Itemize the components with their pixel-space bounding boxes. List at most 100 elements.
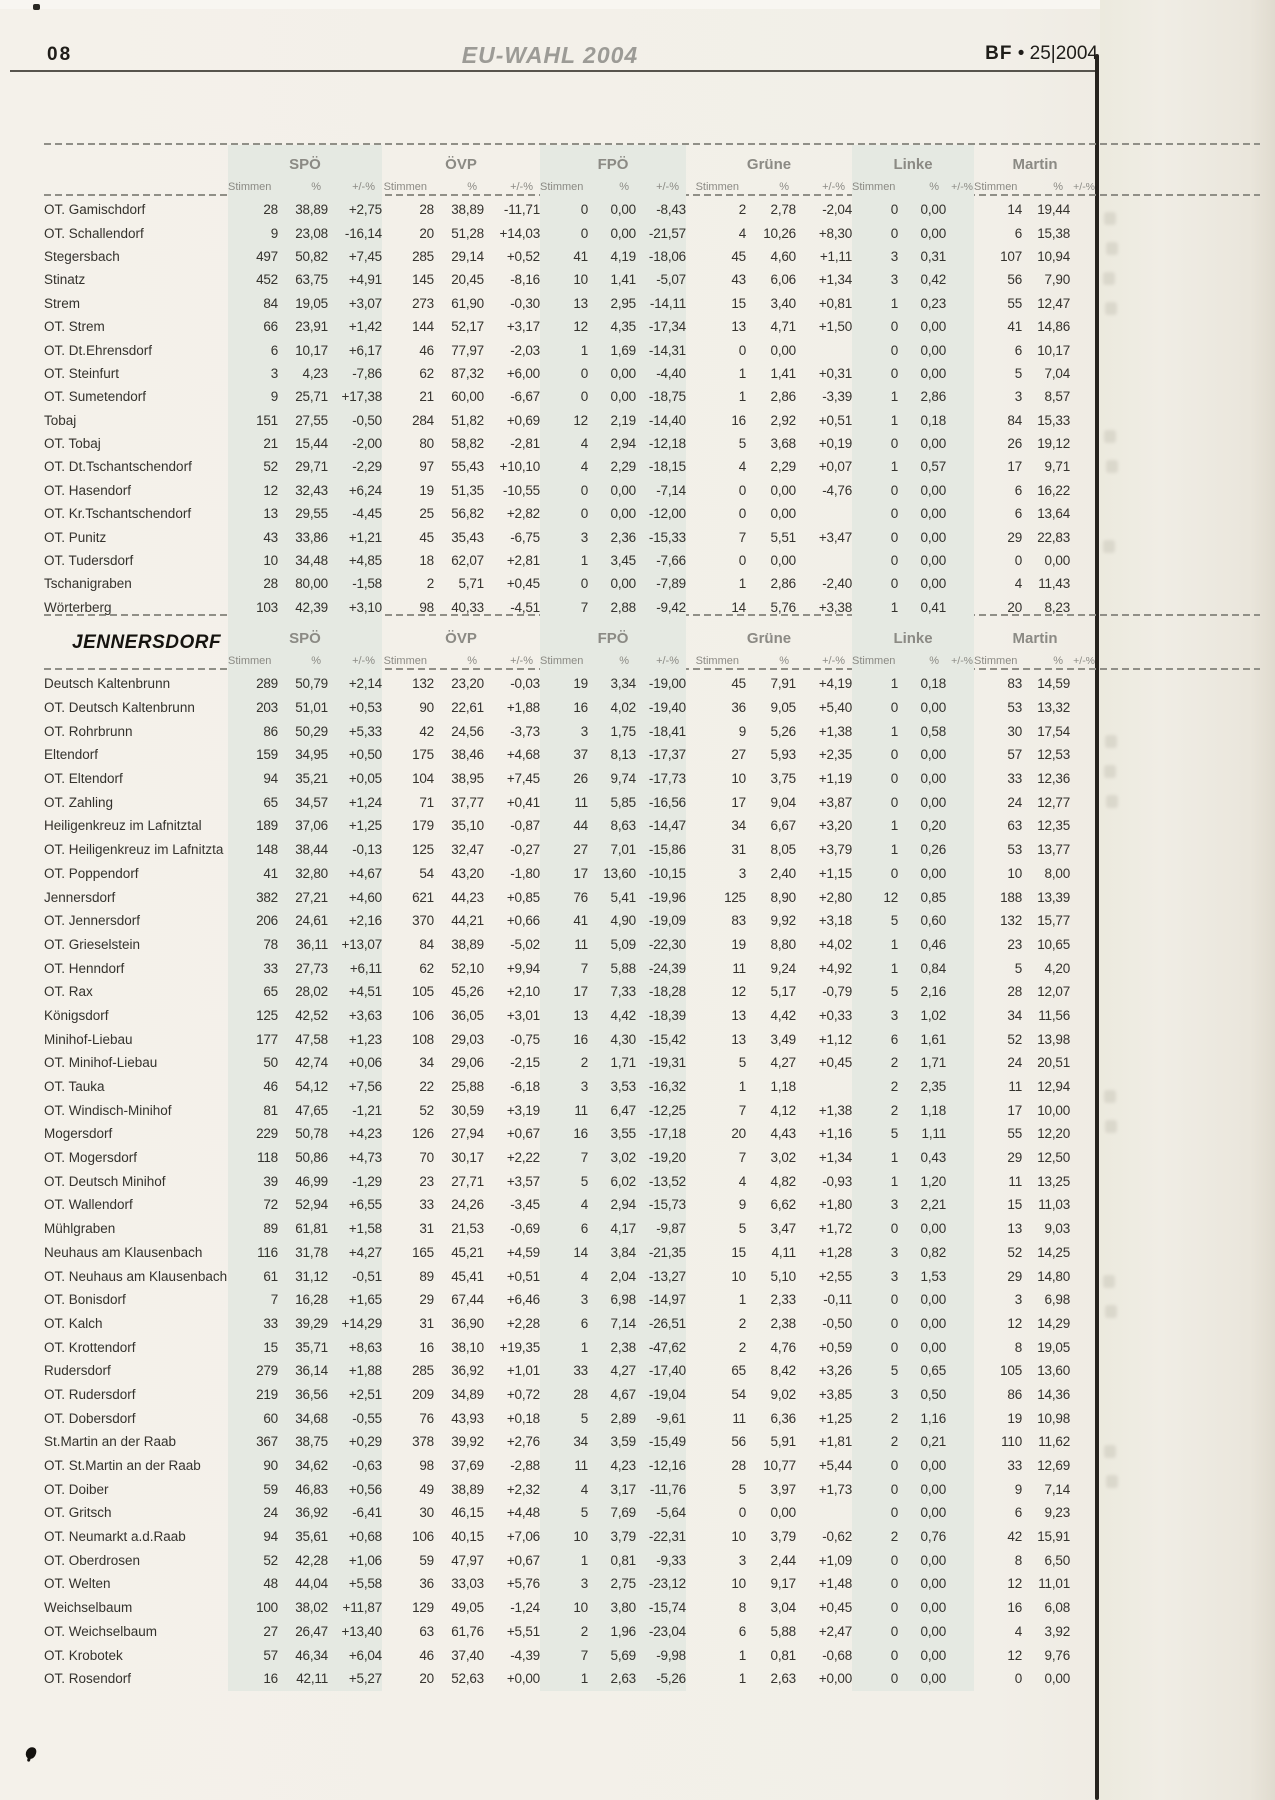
result-cell: 289 [256,676,278,692]
result-cell: 47,58 [295,1031,328,1047]
result-cell: -12,00 [648,506,686,522]
result-cell: 51,01 [295,700,328,716]
result-cell: 42,28 [295,1552,328,1568]
result-cell: +3,01 [506,1007,540,1023]
result-cell: 12 [573,319,588,335]
municipality-name: Weichselbaum [44,1600,133,1616]
table-row: Weichselbaum 100 38,02 +11,87 129 49,05 -1,24 1… [42,1596,1096,1620]
result-cell: 36,90 [451,1315,484,1331]
result-cell: 5,88 [770,1623,796,1639]
result-cell: 2,40 [770,865,796,881]
column-subheader: % [929,654,940,667]
result-cell: 61,90 [451,295,484,311]
result-cell: +2,82 [506,506,540,522]
result-cell: 44,23 [451,889,484,905]
result-cell: 284 [412,412,434,428]
result-cell: 1,18 [920,1102,947,1118]
result-cell: -9,98 [656,1647,686,1663]
municipality-name: Tschanigraben [44,576,132,592]
result-cell: 46,83 [295,1481,328,1497]
result-cell: 59 [419,1552,434,1568]
result-cell: 61 [263,1268,278,1284]
result-cell: 4,90 [610,913,636,929]
municipality-name: OT. Heiligenkreuz im Lafnitzta [44,842,224,858]
result-cell: 44,21 [451,913,484,929]
table-row: OT. Heiligenkreuz im Lafnitzta 148 38,44 -0… [42,838,1096,862]
bleedthrough-mark [1104,430,1116,443]
result-cell: 2 [890,1102,899,1118]
result-cell: 3 [890,1244,899,1260]
result-cell: -3,39 [822,389,853,405]
result-cell: 25 [419,506,434,522]
result-cell: 51,35 [451,482,484,498]
result-cell [1070,1241,1096,1265]
result-cell: 0 [890,1600,899,1616]
result-cell: 0 [890,1481,899,1497]
result-cell: -15,86 [648,842,686,858]
result-cell: +1,34 [818,1150,853,1166]
result-cell: 52 [1007,1244,1023,1260]
result-cell: 24,61 [295,913,328,929]
result-cell [946,1383,974,1407]
result-cell: 62,07 [451,553,484,569]
result-cell: 63 [1007,818,1023,834]
result-cell: +4,60 [348,889,382,905]
result-cell: +0,85 [506,889,540,905]
result-cell: 14 [731,599,746,615]
bleedthrough-mark [1104,765,1116,778]
result-cell: 5 [1014,365,1023,381]
result-cell: +0,50 [348,747,382,763]
result-cell [1070,221,1096,244]
result-cell: 12,50 [1037,1150,1071,1166]
result-cell: 2,44 [770,1552,796,1568]
result-cell: 0,00 [920,529,947,545]
municipality-name: OT. Steinfurt [44,365,120,381]
municipality-name: OT. Rosendorf [44,1671,132,1687]
result-cell: 3 [890,1007,899,1023]
result-cell [1070,956,1096,980]
result-cell: +4,02 [818,936,853,952]
municipality-name: OT. Rudersdorf [44,1386,136,1402]
result-cell: -0,62 [822,1529,853,1545]
result-cell: 2,78 [770,202,796,218]
result-cell: 52,94 [295,1197,328,1213]
result-cell: 219 [256,1386,278,1402]
dashed-separator [44,143,1260,145]
result-cell: 118 [257,1150,278,1166]
result-cell: 0 [890,529,899,545]
result-cell: +1,88 [506,700,540,716]
result-cell: 9,03 [1044,1221,1071,1237]
municipality-name: OT. Schallendorf [44,225,144,241]
result-cell: 10,65 [1037,936,1071,952]
result-cell: +3,18 [818,913,853,929]
party-header: FPÖ [597,630,629,647]
result-cell: 11,01 [1038,1576,1071,1592]
result-cell: 4,67 [610,1386,636,1402]
result-cell: 31 [731,842,746,858]
result-cell: 8,90 [770,889,796,905]
result-cell: 14,59 [1037,676,1071,692]
party-header: ÖVP [445,156,477,173]
result-cell: +2,80 [818,889,853,905]
result-cell: 89 [419,1268,434,1284]
result-cell: 28,02 [295,984,328,1000]
result-cell: +7,45 [506,771,540,787]
result-cell: 151 [256,412,278,428]
result-cell [1070,1004,1096,1028]
result-cell [1070,1193,1096,1217]
result-cell [1070,549,1096,572]
result-cell [946,1146,974,1170]
result-cell: 0,00 [920,506,947,522]
result-cell: 37,06 [295,818,328,834]
result-cell: 6,98 [1044,1292,1071,1308]
result-cell: 0,00 [920,319,947,335]
dashed-separator [44,194,1260,196]
result-cell: 15,38 [1037,225,1071,241]
result-cell: 0 [580,225,588,241]
result-cell: 10,17 [295,342,328,358]
result-cell: -19,96 [648,889,686,905]
result-cell: 3,92 [1044,1623,1071,1639]
table-row: OT. Rudersdorf 219 36,56 +2,51 209 34,89 +0,72… [42,1383,1096,1407]
result-cell: 13 [1007,1221,1023,1237]
result-cell [946,1477,974,1501]
